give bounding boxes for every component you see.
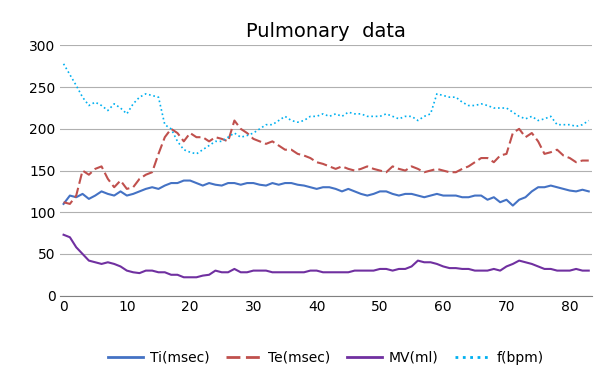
- Title: Pulmonary  data: Pulmonary data: [246, 22, 406, 41]
- Legend: Ti(msec), Te(msec), MV(ml), f(bpm): Ti(msec), Te(msec), MV(ml), f(bpm): [103, 345, 550, 370]
